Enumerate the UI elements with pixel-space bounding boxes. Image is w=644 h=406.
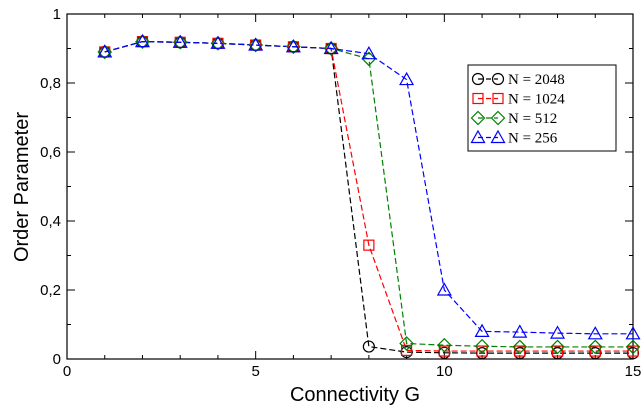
legend-entry: N = 1024 bbox=[472, 92, 565, 108]
data-point bbox=[362, 340, 375, 353]
data-point bbox=[550, 325, 566, 339]
legend: N = 2048 N = 1024 N = 512 N = 256 bbox=[467, 64, 617, 152]
data-point bbox=[587, 326, 603, 340]
series-line bbox=[104, 40, 633, 352]
data-point bbox=[625, 339, 641, 355]
y-tick-label: 0,6 bbox=[40, 144, 61, 161]
legend-entry: N = 512 bbox=[470, 110, 557, 127]
legend-entry: N = 2048 bbox=[471, 72, 565, 88]
legend-marker bbox=[491, 72, 505, 86]
data-point bbox=[512, 339, 528, 355]
series-points-triangle bbox=[97, 33, 641, 340]
legend-marker bbox=[470, 110, 486, 126]
legend-marker bbox=[471, 72, 485, 86]
legend-marker bbox=[470, 129, 486, 144]
series-points-diamond bbox=[97, 34, 641, 355]
data-point bbox=[285, 39, 301, 53]
data-point bbox=[97, 44, 113, 60]
series-square bbox=[104, 40, 633, 352]
x-tick-label: 5 bbox=[251, 363, 259, 380]
y-tick-label: 0,2 bbox=[40, 282, 61, 299]
data-point bbox=[436, 337, 452, 353]
data-point bbox=[474, 323, 490, 337]
data-point bbox=[210, 35, 226, 49]
data-point bbox=[361, 51, 377, 67]
legend-marker bbox=[472, 92, 484, 105]
data-point bbox=[512, 324, 528, 338]
data-point bbox=[248, 37, 264, 53]
data-point bbox=[97, 44, 113, 58]
y-tick-label: 0 bbox=[53, 351, 61, 368]
data-point bbox=[589, 345, 601, 357]
y-tick-label: 0,4 bbox=[40, 213, 61, 230]
series-line bbox=[104, 40, 633, 335]
data-point bbox=[625, 326, 641, 340]
series-circle bbox=[104, 40, 633, 354]
legend-marker bbox=[492, 92, 504, 105]
legend-label: N = 2048 bbox=[508, 72, 565, 88]
x-tick-label: 0 bbox=[63, 363, 71, 380]
plot-area: 0 5 10 15 0 0,2 0,4 0,6 0,8 1 bbox=[40, 6, 641, 380]
legend-marker bbox=[490, 110, 506, 126]
data-point bbox=[210, 35, 226, 51]
y-axis-label: Order Parameter bbox=[11, 112, 33, 262]
series-triangle bbox=[104, 40, 633, 335]
data-point bbox=[399, 71, 415, 86]
data-point bbox=[399, 336, 414, 351]
data-point bbox=[248, 37, 264, 51]
series-line bbox=[104, 40, 633, 354]
data-point bbox=[134, 33, 150, 48]
legend-label: N = 512 bbox=[508, 111, 557, 127]
data-point bbox=[551, 345, 564, 357]
legend-entry: N = 256 bbox=[470, 129, 558, 147]
data-point bbox=[323, 40, 339, 55]
legend-marker bbox=[490, 129, 506, 144]
data-point bbox=[550, 339, 565, 355]
data-point bbox=[627, 345, 639, 357]
legend-label: N = 1024 bbox=[508, 92, 565, 108]
legend-label: N = 256 bbox=[508, 131, 558, 147]
data-point bbox=[172, 34, 188, 50]
x-tick-label: 10 bbox=[436, 363, 453, 380]
data-point bbox=[286, 39, 301, 55]
data-point bbox=[476, 345, 488, 357]
data-point bbox=[172, 34, 188, 48]
data-point bbox=[363, 239, 375, 251]
y-tick-label: 1 bbox=[53, 6, 61, 23]
data-point bbox=[401, 344, 413, 356]
y-tick-label: 0,8 bbox=[40, 75, 61, 92]
data-point bbox=[514, 345, 526, 357]
x-tick-label: 15 bbox=[625, 363, 642, 380]
data-point bbox=[587, 339, 603, 355]
data-point bbox=[438, 345, 450, 357]
data-point bbox=[361, 45, 377, 60]
data-point bbox=[135, 34, 150, 49]
x-axis-label: Connectivity G bbox=[290, 384, 420, 406]
data-point bbox=[436, 282, 452, 296]
data-point bbox=[323, 41, 339, 56]
data-point bbox=[474, 338, 490, 354]
